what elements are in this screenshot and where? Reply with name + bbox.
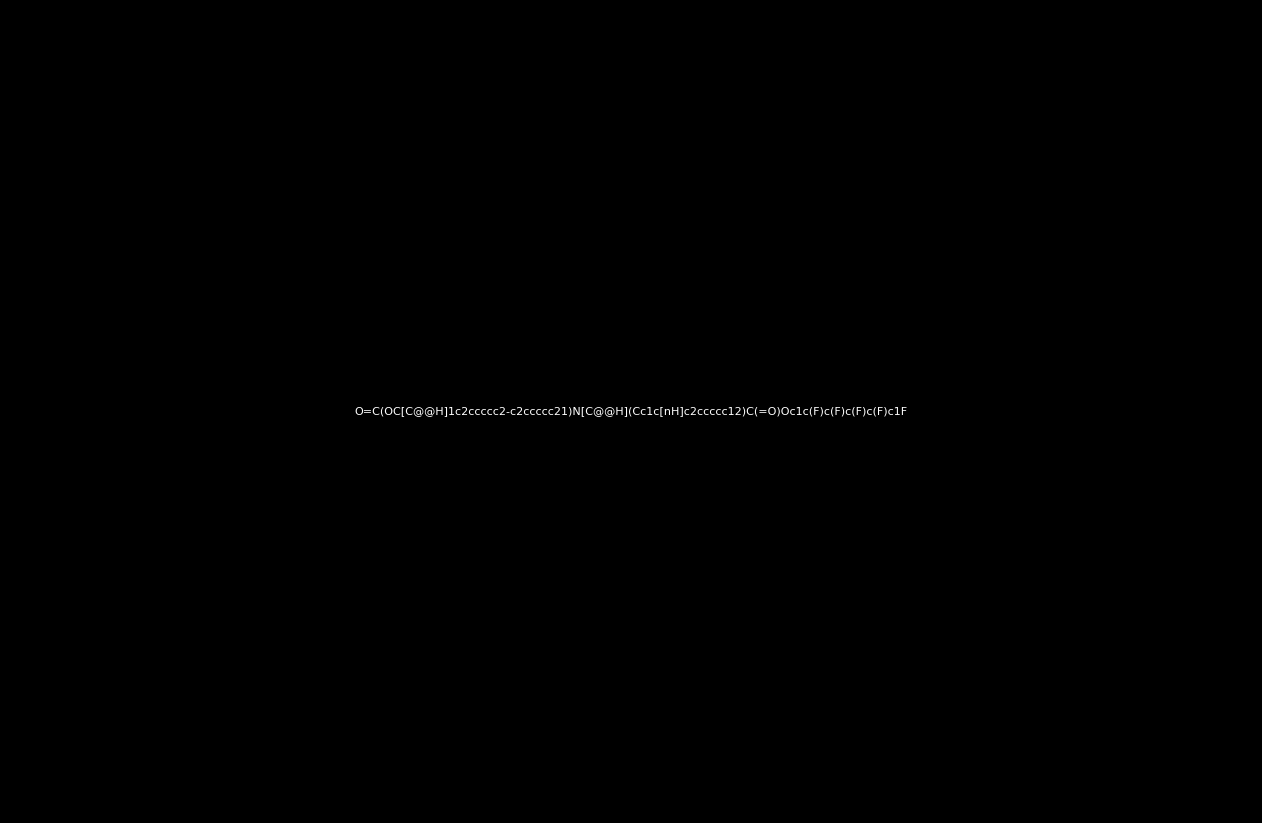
Text: O=C(OC[C@@H]1c2ccccc2-c2ccccc21)N[C@@H](Cc1c[nH]c2ccccc12)C(=O)Oc1c(F)c(F)c(F)c(: O=C(OC[C@@H]1c2ccccc2-c2ccccc21)N[C@@H](… xyxy=(355,407,907,416)
